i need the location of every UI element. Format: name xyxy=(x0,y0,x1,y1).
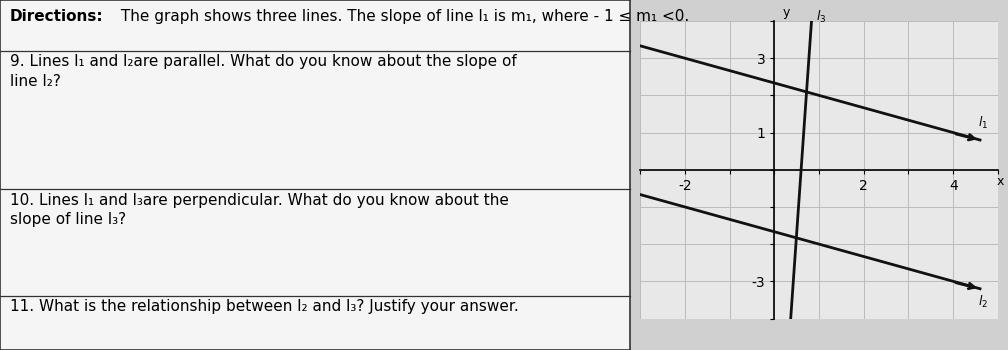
Text: $l_1$: $l_1$ xyxy=(978,115,988,131)
Text: 9. Lines l₁ and l₂are parallel. What do you know about the slope of
line l₂?: 9. Lines l₁ and l₂are parallel. What do … xyxy=(10,54,517,89)
Text: $l_3$: $l_3$ xyxy=(815,9,827,25)
Text: Directions:: Directions: xyxy=(10,9,104,24)
Text: x: x xyxy=(997,175,1004,188)
FancyBboxPatch shape xyxy=(0,0,630,350)
Text: 10. Lines l₁ and l₃are perpendicular. What do you know about the
slope of line l: 10. Lines l₁ and l₃are perpendicular. Wh… xyxy=(10,193,509,227)
Text: y: y xyxy=(782,6,789,19)
Text: The graph shows three lines. The slope of line l₁ is m₁, where - 1 ≤ m₁ <0.: The graph shows three lines. The slope o… xyxy=(116,9,689,24)
Text: $l_2$: $l_2$ xyxy=(978,294,988,310)
Text: 11. What is the relationship between l₂ and l₃? Justify your answer.: 11. What is the relationship between l₂ … xyxy=(10,299,519,314)
